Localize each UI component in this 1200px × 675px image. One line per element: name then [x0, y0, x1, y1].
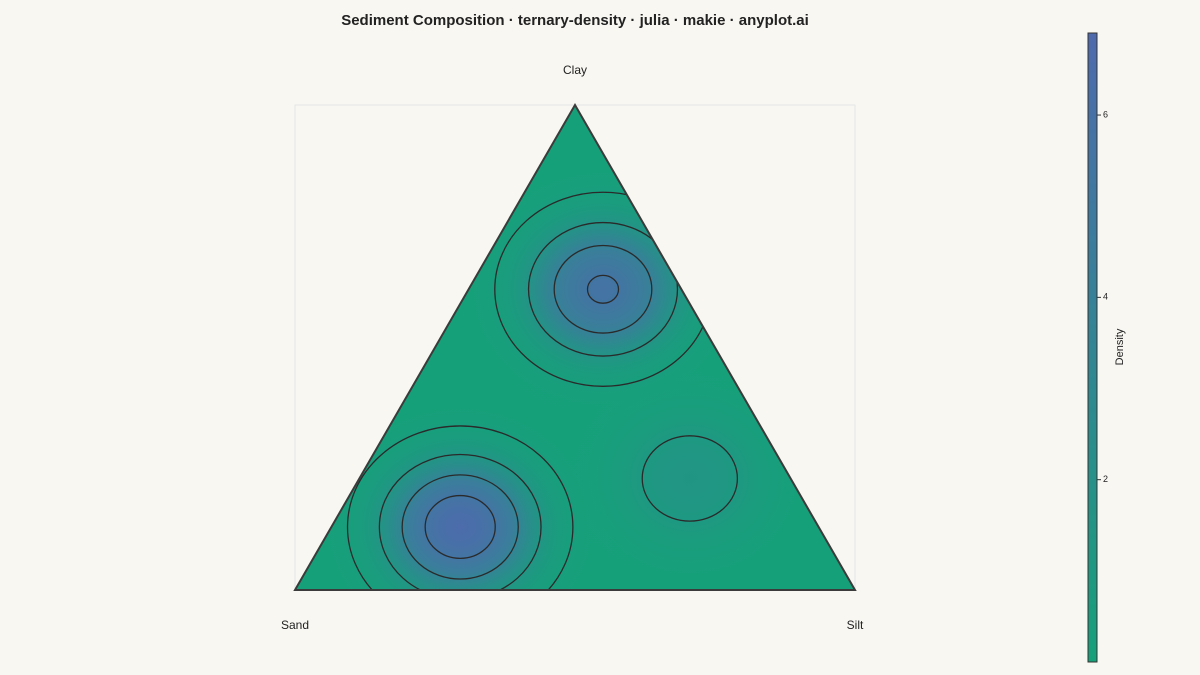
- corner-label: Sand: [281, 618, 309, 632]
- corner-label: Silt: [847, 618, 864, 632]
- colorbar-label: Density: [1114, 328, 1126, 365]
- chart-title: Sediment Composition · ternary-density ·…: [341, 12, 809, 29]
- contour-line: [586, 274, 620, 304]
- contour-line: [346, 425, 574, 590]
- colorbar-tick-label: 2: [1103, 474, 1108, 484]
- contour-line: [527, 221, 679, 357]
- density-hotspot: [515, 322, 855, 590]
- ternary-outline: [293, 102, 857, 591]
- contour-line: [553, 244, 653, 334]
- colorbar-tick-label: 6: [1103, 109, 1108, 119]
- contour-line: [641, 435, 739, 522]
- colorbar-tick-label: 4: [1103, 292, 1108, 302]
- contour-line: [424, 494, 496, 560]
- corner-label: Clay: [563, 63, 587, 77]
- contour-line: [401, 474, 519, 580]
- density-field: [295, 133, 855, 590]
- contour-line: [378, 453, 542, 590]
- colorbar: [1087, 32, 1098, 663]
